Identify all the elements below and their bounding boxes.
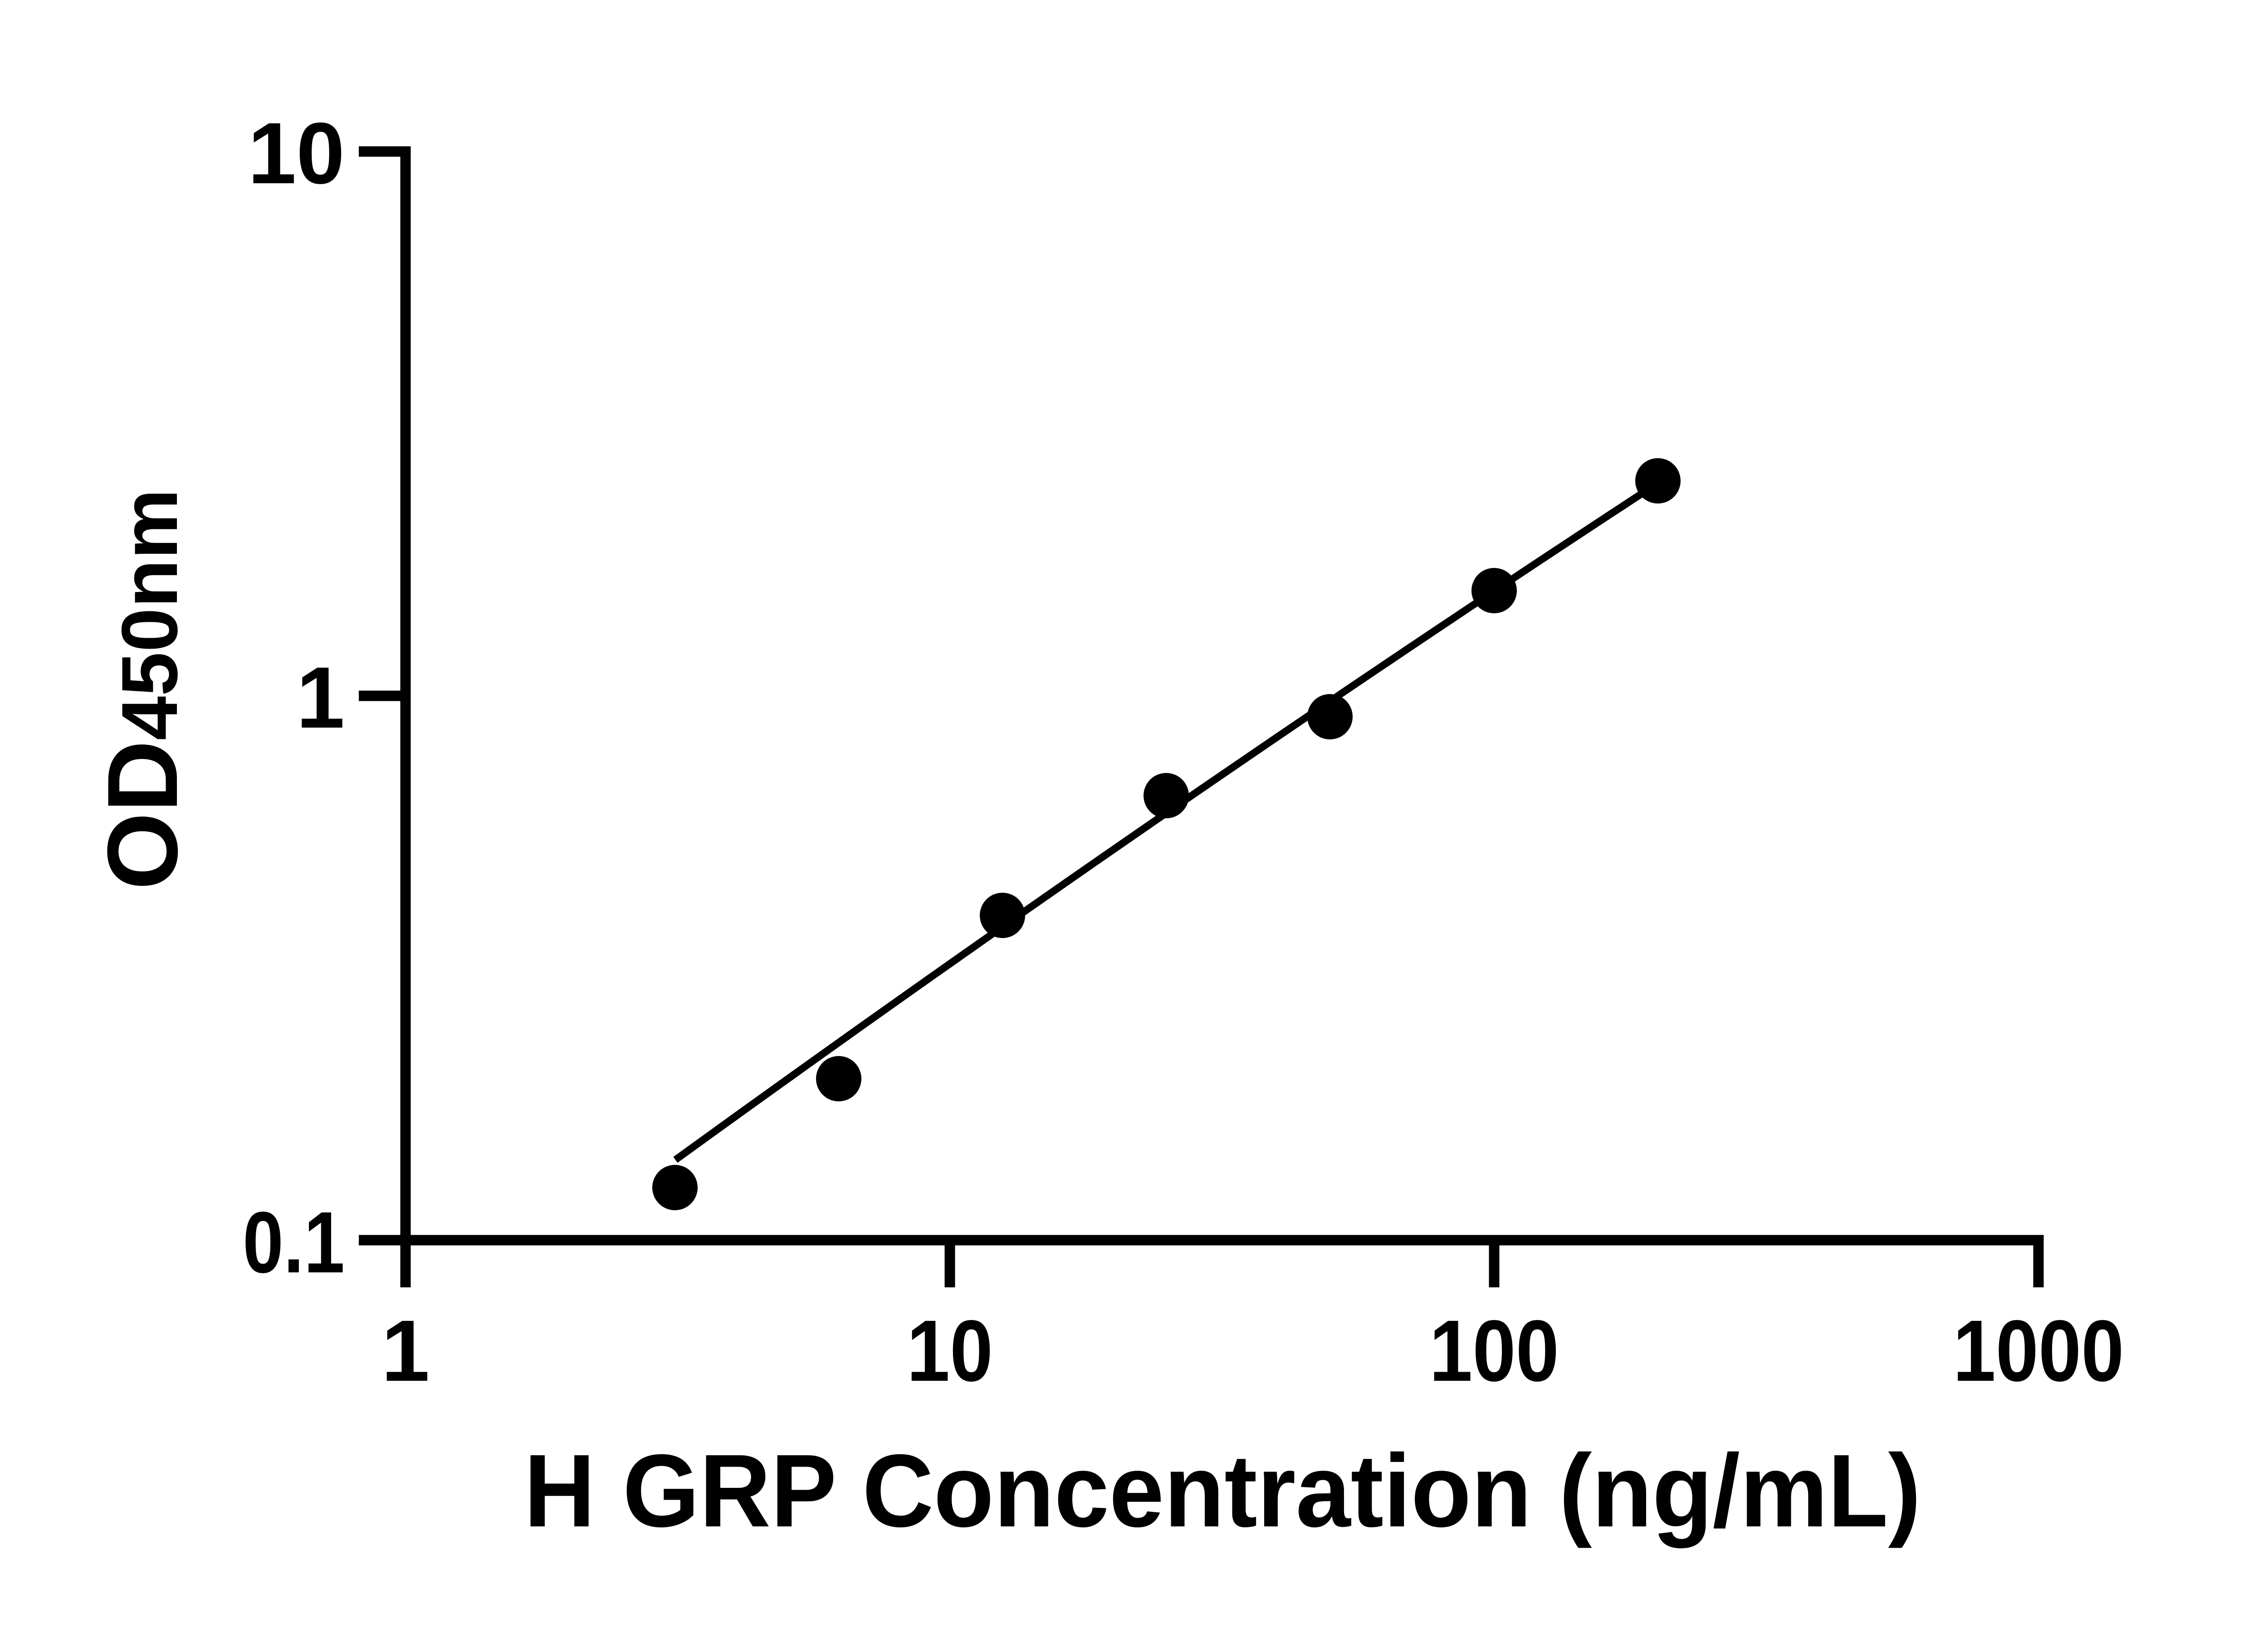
svg-text:1: 1 — [381, 1302, 430, 1399]
svg-text:1: 1 — [296, 649, 345, 746]
svg-text:1000: 1000 — [1953, 1302, 2124, 1399]
svg-text:OD450nm: OD450nm — [87, 489, 198, 890]
svg-text:100: 100 — [1429, 1302, 1559, 1399]
svg-text:0.1: 0.1 — [243, 1193, 345, 1291]
svg-text:H GRP Concentration (ng/mL): H GRP Concentration (ng/mL) — [524, 1433, 1921, 1549]
svg-text:10: 10 — [907, 1302, 993, 1399]
svg-text:10: 10 — [248, 104, 345, 202]
